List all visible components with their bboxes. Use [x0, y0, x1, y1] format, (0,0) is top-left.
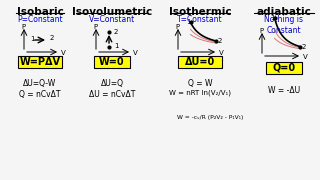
Text: P: P — [21, 24, 25, 30]
Text: Isovolumetric: Isovolumetric — [72, 7, 152, 17]
Text: ΔU=0: ΔU=0 — [185, 57, 215, 67]
Text: 2: 2 — [302, 44, 306, 50]
Text: P: P — [175, 24, 179, 30]
Text: V: V — [219, 50, 224, 56]
Text: W=PΔV: W=PΔV — [20, 57, 60, 67]
Text: P=Constant: P=Constant — [17, 15, 63, 24]
Text: 2: 2 — [218, 38, 222, 44]
Text: Nothing is
Constant: Nothing is Constant — [265, 15, 303, 35]
Text: adiabatic: adiabatic — [257, 7, 311, 17]
Text: 1: 1 — [30, 36, 35, 42]
Text: V: V — [61, 50, 66, 56]
Text: T=Constant: T=Constant — [177, 15, 223, 24]
Text: V=Constant: V=Constant — [89, 15, 135, 24]
Text: 1: 1 — [270, 15, 275, 21]
FancyBboxPatch shape — [94, 56, 130, 68]
Text: ΔU=Q: ΔU=Q — [100, 79, 124, 88]
FancyBboxPatch shape — [18, 56, 62, 68]
Text: W = -ΔU: W = -ΔU — [268, 86, 300, 95]
Text: 1: 1 — [114, 43, 118, 49]
Text: Q=0: Q=0 — [272, 63, 296, 73]
Text: Isobaric: Isobaric — [17, 7, 63, 17]
Text: Q = W: Q = W — [188, 79, 212, 88]
Text: 2: 2 — [114, 29, 118, 35]
Text: 2: 2 — [50, 35, 54, 41]
Text: Isothermic: Isothermic — [169, 7, 231, 17]
Text: 1: 1 — [187, 19, 191, 25]
Text: V: V — [133, 50, 138, 56]
FancyBboxPatch shape — [178, 56, 222, 68]
Text: V: V — [303, 54, 308, 60]
Text: P: P — [93, 24, 97, 30]
Text: W = -ᴄᵥ/R (P₂V₂ - P₁V₁): W = -ᴄᵥ/R (P₂V₂ - P₁V₁) — [177, 115, 243, 120]
Text: P: P — [259, 28, 263, 34]
Text: Q = nCvΔT: Q = nCvΔT — [19, 90, 61, 99]
Text: ΔU=Q-W: ΔU=Q-W — [23, 79, 57, 88]
FancyBboxPatch shape — [266, 62, 302, 74]
Text: ΔU = nCvΔT: ΔU = nCvΔT — [89, 90, 135, 99]
Text: W=0: W=0 — [99, 57, 125, 67]
Text: W = nRT ln(V₂/V₁): W = nRT ln(V₂/V₁) — [169, 90, 231, 96]
